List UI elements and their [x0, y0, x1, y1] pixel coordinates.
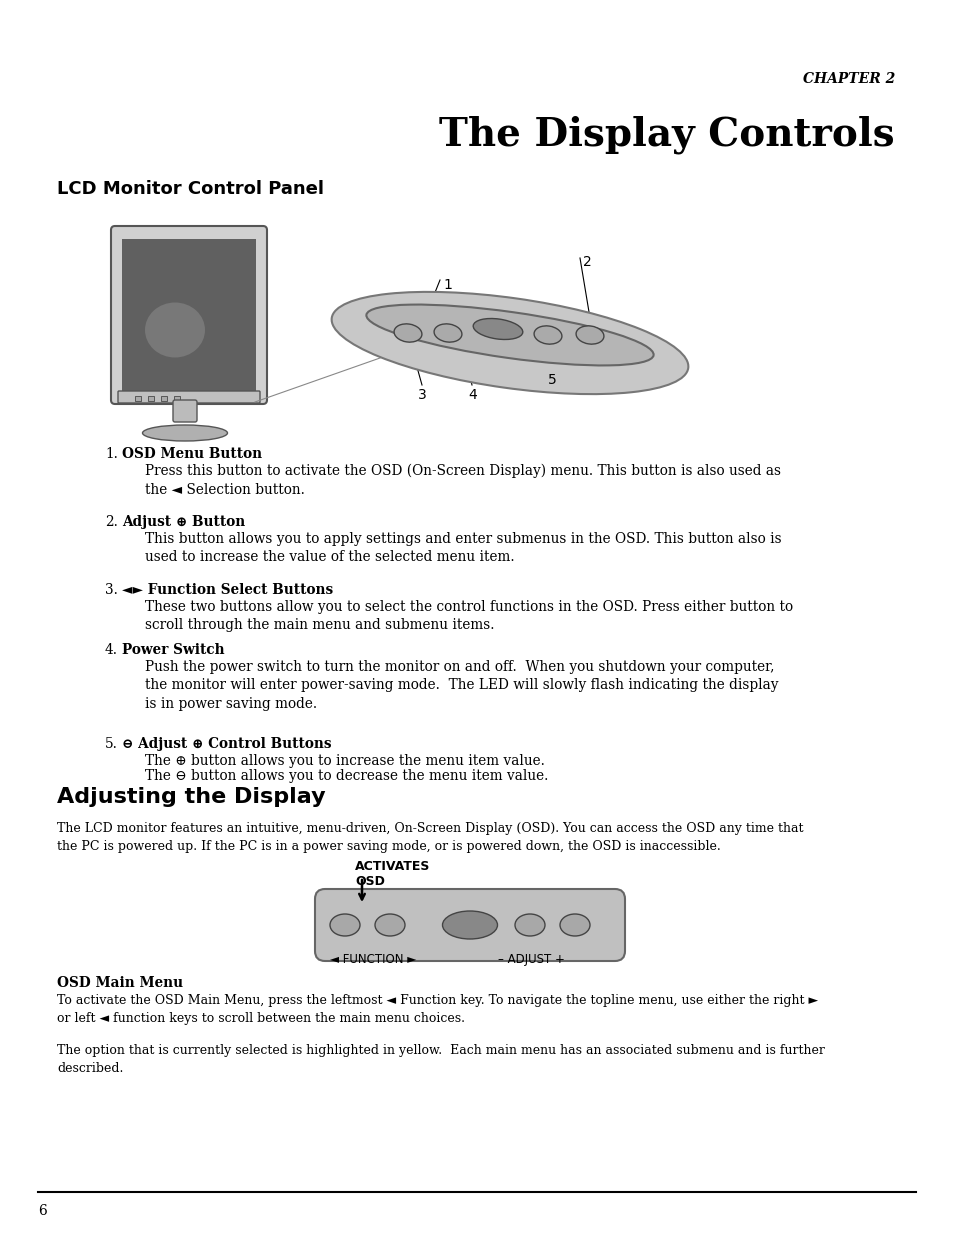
FancyBboxPatch shape	[118, 391, 260, 403]
Text: 6: 6	[38, 1204, 47, 1218]
Text: ◄ FUNCTION ►: ◄ FUNCTION ►	[330, 953, 416, 966]
Ellipse shape	[559, 914, 589, 936]
Text: Adjust ⊕ Button: Adjust ⊕ Button	[122, 515, 245, 529]
Text: 3: 3	[417, 388, 426, 403]
Ellipse shape	[434, 324, 461, 342]
Text: 5: 5	[547, 373, 557, 387]
Text: Adjusting the Display: Adjusting the Display	[57, 787, 325, 806]
Ellipse shape	[473, 319, 522, 340]
Text: To activate the OSD Main Menu, press the leftmost ◄ Function key. To navigate th: To activate the OSD Main Menu, press the…	[57, 994, 818, 1025]
Bar	[161, 396, 167, 401]
Bar	[135, 396, 141, 401]
Text: 5.: 5.	[105, 737, 118, 751]
Text: The ⊕ button allows you to increase the menu item value.: The ⊕ button allows you to increase the …	[145, 755, 544, 768]
Text: OSD Main Menu: OSD Main Menu	[57, 976, 183, 990]
Text: 3.: 3.	[105, 583, 118, 597]
Text: These two buttons allow you to select the control functions in the OSD. Press ei: These two buttons allow you to select th…	[145, 600, 792, 632]
Bar	[122, 240, 255, 393]
Text: ACTIVATES
OSD: ACTIVATES OSD	[355, 860, 430, 888]
Text: CHAPTER 2: CHAPTER 2	[801, 72, 894, 86]
Ellipse shape	[515, 914, 544, 936]
Bar	[148, 396, 153, 401]
Text: The LCD monitor features an intuitive, menu-driven, On-Screen Display (OSD). You: The LCD monitor features an intuitive, m…	[57, 823, 802, 853]
Text: 2.: 2.	[105, 515, 118, 529]
FancyBboxPatch shape	[314, 889, 624, 961]
Ellipse shape	[330, 914, 359, 936]
Ellipse shape	[366, 305, 653, 366]
Text: LCD Monitor Control Panel: LCD Monitor Control Panel	[57, 180, 324, 198]
Ellipse shape	[576, 326, 603, 345]
Ellipse shape	[142, 425, 227, 441]
Ellipse shape	[332, 291, 688, 394]
Text: OSD Menu Button: OSD Menu Button	[122, 447, 262, 461]
Text: ⊖ Adjust ⊕ Control Buttons: ⊖ Adjust ⊕ Control Buttons	[122, 737, 331, 751]
Bar	[173, 396, 180, 401]
Text: – ADJUST +: – ADJUST +	[497, 953, 564, 966]
Text: ◄► Function Select Buttons: ◄► Function Select Buttons	[122, 583, 333, 597]
Ellipse shape	[145, 303, 205, 357]
Text: Press this button to activate the OSD (On-Screen Display) menu. This button is a: Press this button to activate the OSD (O…	[145, 464, 781, 496]
Text: The Display Controls: The Display Controls	[439, 115, 894, 153]
Text: Power Switch: Power Switch	[122, 643, 224, 657]
Text: The option that is currently selected is highlighted in yellow.  Each main menu : The option that is currently selected is…	[57, 1044, 824, 1074]
Text: 1: 1	[442, 278, 452, 291]
Text: The ⊖ button allows you to decrease the menu item value.: The ⊖ button allows you to decrease the …	[145, 769, 548, 783]
Text: 2: 2	[582, 254, 591, 269]
Ellipse shape	[394, 324, 421, 342]
Text: Push the power switch to turn the monitor on and off.  When you shutdown your co: Push the power switch to turn the monito…	[145, 659, 778, 711]
Text: This button allows you to apply settings and enter submenus in the OSD. This but: This button allows you to apply settings…	[145, 532, 781, 564]
Ellipse shape	[442, 911, 497, 939]
Text: 4: 4	[468, 388, 476, 403]
Text: 4.: 4.	[105, 643, 118, 657]
Ellipse shape	[375, 914, 405, 936]
FancyBboxPatch shape	[172, 400, 196, 422]
Text: 1.: 1.	[105, 447, 118, 461]
Ellipse shape	[534, 326, 561, 345]
FancyBboxPatch shape	[111, 226, 267, 404]
